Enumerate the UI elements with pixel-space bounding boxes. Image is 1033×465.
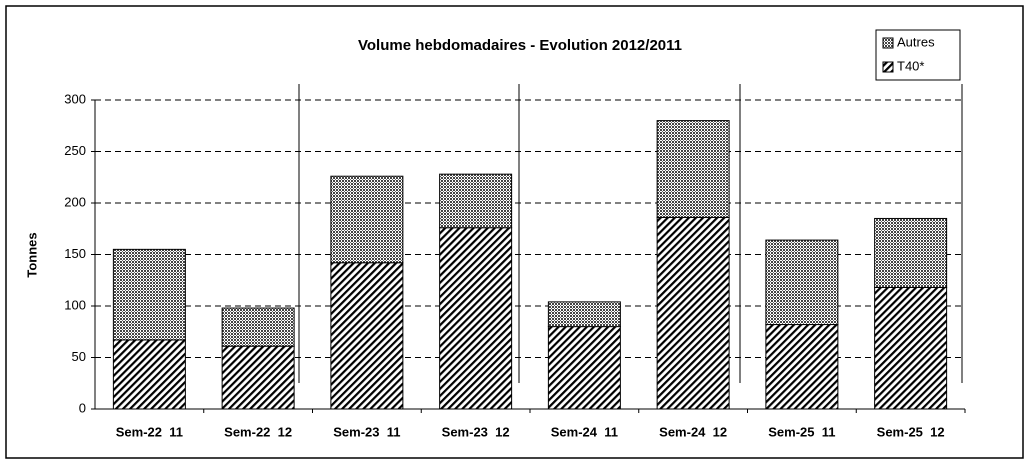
- x-tick-label: Sem-23 12: [442, 424, 510, 439]
- bar-segment: [330, 262, 404, 410]
- bar-segment: [439, 227, 513, 410]
- legend-label: Autres: [897, 34, 935, 49]
- x-tick-label: Sem-22 12: [224, 424, 292, 439]
- x-tick-label: Sem-24 11: [551, 424, 618, 439]
- x-tick-label: Sem-23 11: [333, 424, 400, 439]
- y-tick-label: 50: [72, 349, 86, 364]
- bar-segment: [874, 286, 948, 410]
- x-tick-label: Sem-24 12: [659, 424, 727, 439]
- bar-segment: [874, 217, 948, 288]
- bar-segment: [221, 307, 295, 347]
- bar-segment: [330, 175, 404, 264]
- y-tick-label: 150: [64, 246, 86, 261]
- bar-segment: [439, 173, 513, 229]
- bar-segment: [656, 120, 730, 218]
- separators: [298, 84, 963, 383]
- bar-segment: [112, 248, 186, 341]
- x-tick-label: Sem-25 12: [877, 424, 945, 439]
- legend-label: T40*: [897, 58, 924, 73]
- bar-segment: [112, 339, 186, 410]
- bar-segment: [765, 324, 839, 410]
- bar-segment: [221, 345, 295, 410]
- y-axis-label: Tonnes: [24, 232, 39, 277]
- legend-swatch: [882, 37, 894, 49]
- bar-segment: [547, 326, 621, 410]
- y-tick-label: 250: [64, 143, 86, 158]
- y-tick-label: 0: [79, 400, 86, 415]
- bar-segment: [547, 301, 621, 328]
- y-tick-label: 300: [64, 91, 86, 106]
- bar-segment: [656, 216, 730, 410]
- y-tick-label: 100: [64, 297, 86, 312]
- chart-title: Volume hebdomadaires - Evolution 2012/20…: [358, 37, 682, 54]
- x-tick-label: Sem-22 11: [116, 424, 183, 439]
- x-tick-label: Sem-25 11: [768, 424, 835, 439]
- y-tick-label: 200: [64, 194, 86, 209]
- bar-segment: [765, 239, 839, 326]
- legend-swatch: [882, 61, 894, 73]
